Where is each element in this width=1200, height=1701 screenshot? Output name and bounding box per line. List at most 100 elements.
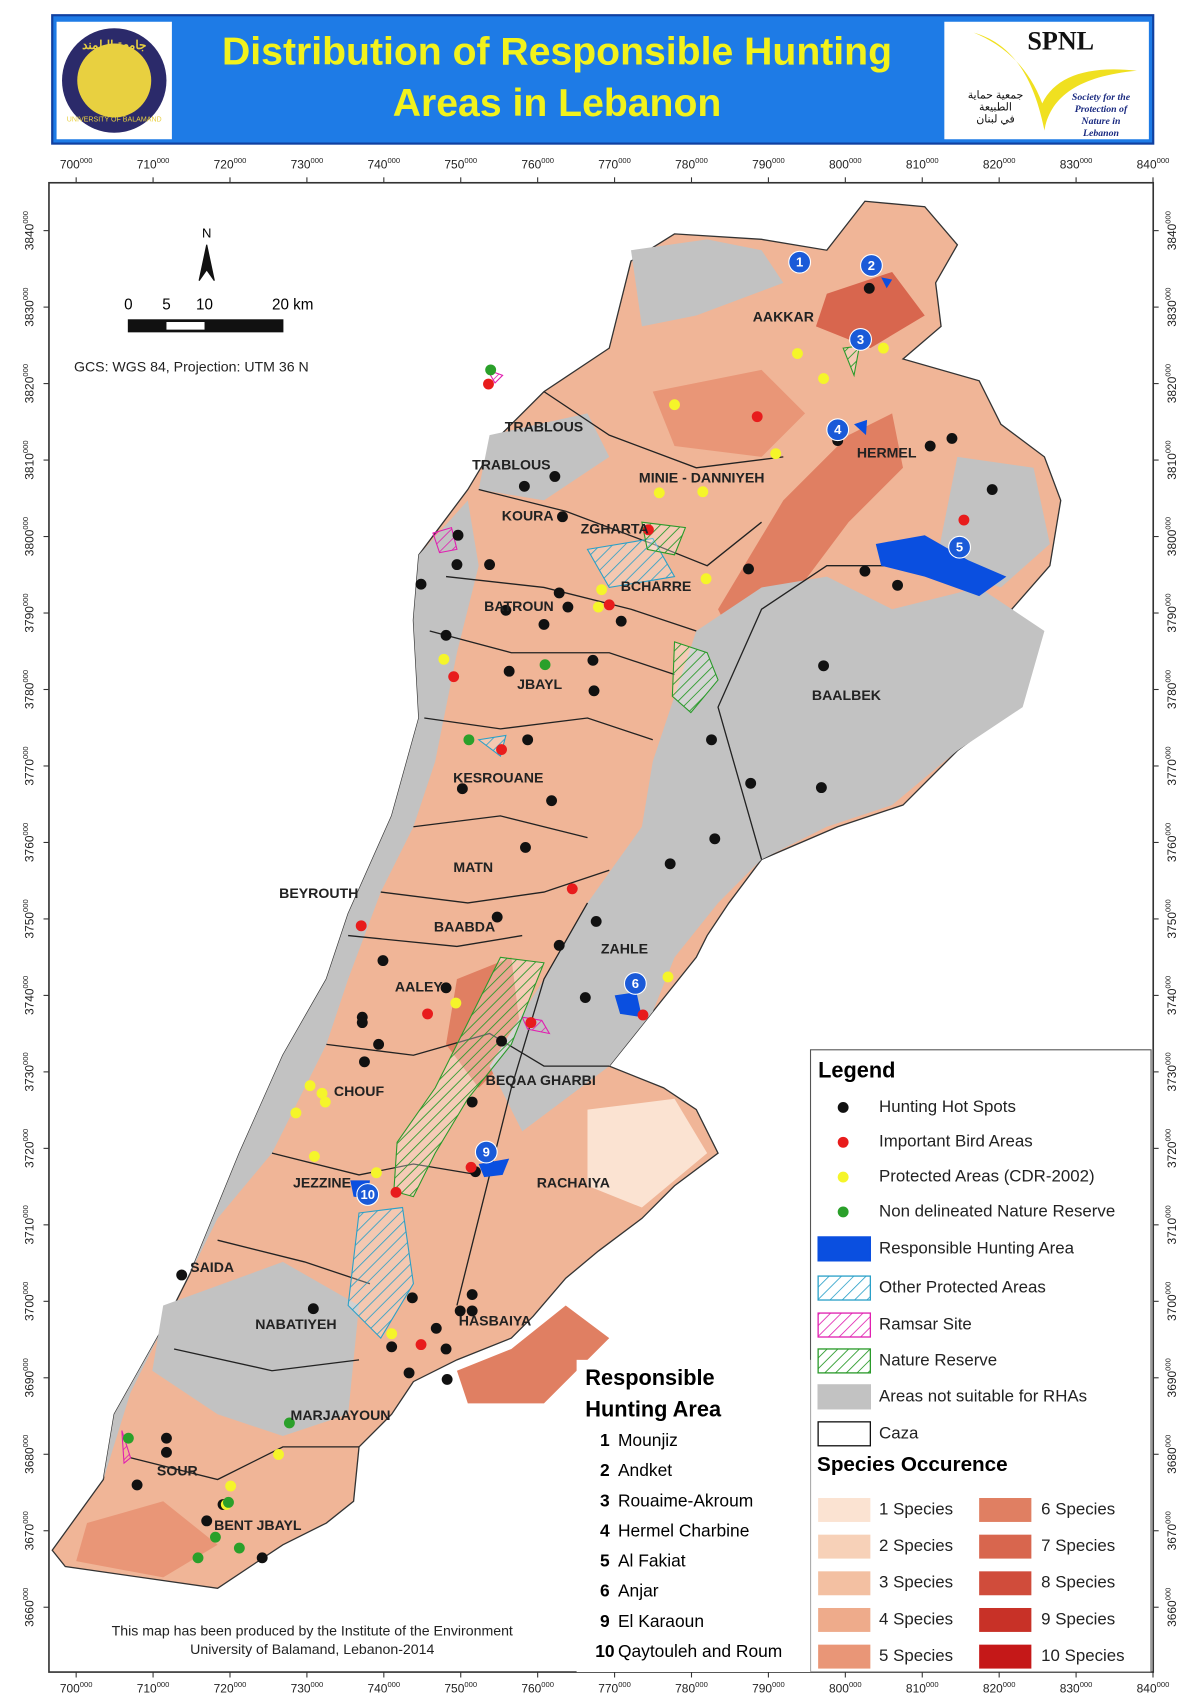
protected-area xyxy=(304,1080,316,1092)
spnl-arabic: في لبنان xyxy=(976,114,1014,126)
species-label: 2 Species xyxy=(879,1536,953,1555)
hunting-hot-spot xyxy=(161,1432,172,1444)
spnl-arabic: الطبيعة xyxy=(979,102,1012,114)
y-tick-label: 3830000 xyxy=(21,287,36,326)
region-label: KESROUANE xyxy=(453,770,543,786)
legend-dot xyxy=(837,1102,849,1113)
y-tick-label: 3820000 xyxy=(1163,364,1178,403)
y-tick-label: 3720000 xyxy=(1163,1129,1178,1168)
logo-seal-inner xyxy=(77,43,152,118)
y-tick-label: 3680000 xyxy=(1163,1435,1178,1474)
important-bird-area xyxy=(355,920,367,932)
hunting-hot-spot xyxy=(466,1289,478,1301)
y-tick-label: 3770000 xyxy=(21,746,36,785)
responsible-hunting-area xyxy=(881,277,893,289)
rha-marker xyxy=(623,972,647,995)
spnl-english: Protection of xyxy=(1075,104,1129,115)
y-tick-label: 3720000 xyxy=(21,1129,36,1168)
rha-name: Rouaime-Akroum xyxy=(618,1490,753,1510)
hunting-hot-spot xyxy=(522,734,534,746)
x-tick-label: 700000 xyxy=(60,1680,93,1695)
hunting-hot-spot xyxy=(454,1305,466,1317)
y-tick-label: 3840000 xyxy=(1163,211,1178,250)
protected-area xyxy=(290,1107,302,1119)
y-tick-label: 3810000 xyxy=(21,440,36,479)
species-patch xyxy=(652,369,806,457)
rha-marker xyxy=(948,535,971,559)
spnl-english: Lebanon xyxy=(1082,128,1119,139)
rha-marker-number: 6 xyxy=(632,976,639,991)
hunting-hot-spot xyxy=(386,1341,398,1353)
nature-reserve-point xyxy=(283,1417,295,1429)
rha-name: Mounjiz xyxy=(618,1430,678,1450)
y-tick-label: 3670000 xyxy=(1163,1511,1178,1550)
hunting-hot-spot xyxy=(466,1096,478,1108)
rha-marker-number: 1 xyxy=(796,255,803,270)
rha-marker-number: 4 xyxy=(834,422,842,437)
rha-marker xyxy=(860,254,883,277)
hunting-hot-spot xyxy=(161,1446,172,1458)
region-label: MARJAAYOUN xyxy=(291,1407,391,1423)
rha-number: 10 xyxy=(595,1641,614,1661)
y-tick-label: 3820000 xyxy=(21,364,36,403)
protected-area xyxy=(877,342,889,354)
rha-list-title: Responsible xyxy=(585,1365,714,1390)
legend-item: Other Protected Areas xyxy=(879,1277,1046,1296)
y-tick-label: 3740000 xyxy=(21,976,36,1015)
legend-dot xyxy=(837,1171,849,1183)
species-label: 8 Species xyxy=(1041,1573,1115,1592)
caza-border xyxy=(217,1239,371,1285)
nature-reserve-point xyxy=(485,364,497,376)
region-label: KOURA xyxy=(502,507,554,523)
hunting-hot-spot xyxy=(590,915,602,927)
caza-border xyxy=(717,565,936,860)
y-tick-label: 3700000 xyxy=(1163,1282,1178,1321)
nature-reserve-point xyxy=(223,1496,234,1508)
important-bird-area xyxy=(958,514,970,526)
nature-reserve-point xyxy=(233,1542,245,1554)
y-tick-label: 3740000 xyxy=(1163,976,1178,1015)
important-bird-area xyxy=(390,1186,402,1198)
region-label: CHOUF xyxy=(334,1083,385,1099)
region-label: AAKKAR xyxy=(753,308,814,324)
y-tick-label: 3810000 xyxy=(1163,440,1178,479)
projection-note: GCS: WGS 84, Projection: UTM 36 N xyxy=(74,358,309,374)
x-tick-label: 800000 xyxy=(829,156,862,171)
hunting-hot-spot xyxy=(546,795,558,807)
legend-item: Protected Areas (CDR-2002) xyxy=(879,1167,1095,1186)
hunting-hot-spot xyxy=(484,559,496,571)
hunting-hot-spot xyxy=(256,1552,268,1564)
x-tick-label: 840000 xyxy=(1137,156,1170,171)
rha-name: Qaytouleh and Roum xyxy=(618,1641,782,1661)
protected-area xyxy=(770,448,782,460)
caza-border xyxy=(456,902,589,1306)
x-tick-label: 770000 xyxy=(598,1680,631,1695)
nature-reserve-point xyxy=(539,659,551,671)
protected-area xyxy=(370,1167,382,1179)
hunting-hot-spot xyxy=(706,734,717,746)
nature-reserve-point xyxy=(122,1432,134,1444)
unsuitable-area xyxy=(489,576,1045,1132)
rha-number: 4 xyxy=(600,1520,610,1540)
y-tick-label: 3840000 xyxy=(21,211,36,250)
x-tick-label: 800000 xyxy=(829,1680,862,1695)
y-tick-label: 3760000 xyxy=(21,823,36,862)
region-label: AALEY xyxy=(395,979,443,995)
legend-item: Areas not suitable for RHAs xyxy=(879,1386,1087,1405)
hunting-hot-spot xyxy=(518,480,530,492)
y-tick-label: 3790000 xyxy=(21,593,36,632)
hunting-hot-spot xyxy=(456,783,468,795)
x-tick-label: 730000 xyxy=(291,156,324,171)
protected-area xyxy=(316,1087,328,1099)
hunting-hot-spot xyxy=(863,282,875,294)
logo-english: UNIVERSITY OF BALAMAND xyxy=(67,117,162,124)
spnl-english: Nature in xyxy=(1081,116,1121,127)
caza-border xyxy=(445,575,697,632)
important-bird-area xyxy=(422,1008,434,1020)
rha-marker-number: 5 xyxy=(956,540,963,555)
hunting-hot-spot xyxy=(466,1305,478,1317)
y-tick-label: 3690000 xyxy=(21,1358,36,1397)
x-tick-label: 810000 xyxy=(906,1680,939,1695)
hunting-hot-spot xyxy=(451,559,463,571)
